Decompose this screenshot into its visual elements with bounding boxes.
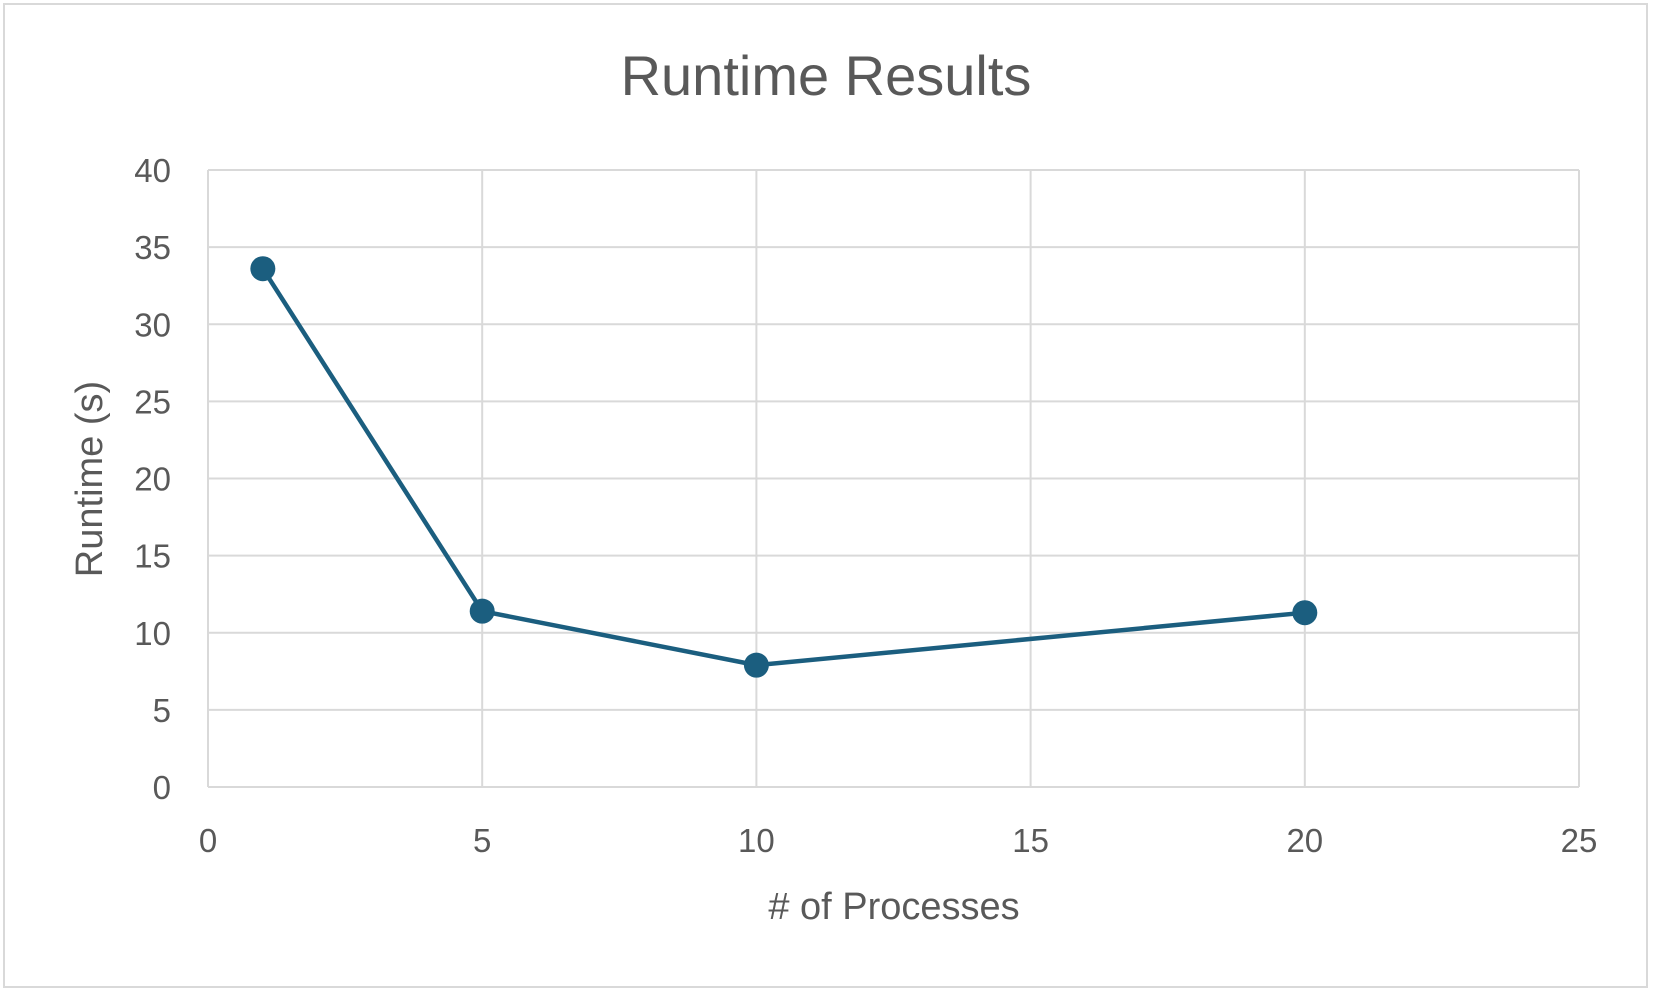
y-tick-label: 0 xyxy=(153,769,171,806)
x-tick-label: 10 xyxy=(738,822,775,859)
x-tick-label: 0 xyxy=(199,822,217,859)
y-tick-label: 40 xyxy=(134,152,171,189)
data-point xyxy=(469,598,495,624)
y-tick-label: 5 xyxy=(153,692,171,729)
y-tick-label: 15 xyxy=(134,538,171,575)
data-point xyxy=(743,652,769,678)
y-tick-label: 25 xyxy=(134,383,171,420)
data-point xyxy=(1292,600,1318,626)
x-axis-title: # of Processes xyxy=(768,886,1019,928)
y-tick-label: 35 xyxy=(134,229,171,266)
data-point xyxy=(250,256,276,282)
y-tick-label: 10 xyxy=(134,615,171,652)
x-tick-label: 5 xyxy=(473,822,491,859)
x-tick-label: 25 xyxy=(1561,822,1598,859)
x-tick-label: 15 xyxy=(1012,822,1049,859)
gridlines xyxy=(207,169,1580,788)
x-tick-label: 20 xyxy=(1286,822,1323,859)
chart-frame xyxy=(3,3,1648,988)
x-axis-tick-labels: 0 5 10 15 20 25 xyxy=(199,822,1598,859)
y-tick-label: 20 xyxy=(134,461,171,498)
y-tick-label: 30 xyxy=(134,306,171,343)
y-axis-tick-labels: 0 5 10 15 20 25 30 35 40 xyxy=(134,152,171,806)
series-line xyxy=(260,266,1308,668)
chart-title: Runtime Results xyxy=(621,44,1032,107)
series-layer xyxy=(250,256,1318,678)
y-axis-title: Runtime (s) xyxy=(69,381,111,577)
